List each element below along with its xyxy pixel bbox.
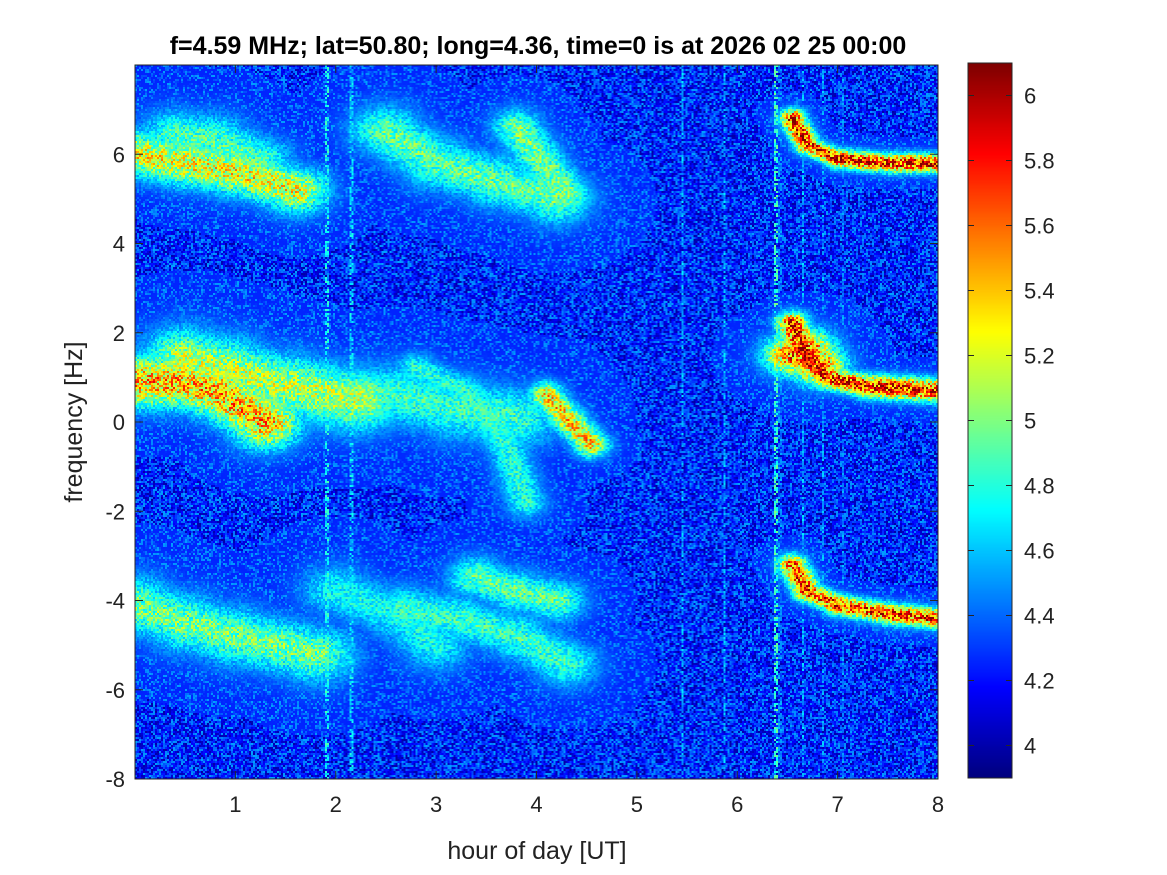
colorbar-tick-label: 5	[1024, 409, 1036, 434]
colorbar-area	[968, 63, 1012, 778]
x-axis-label: hour of day [UT]	[447, 837, 626, 865]
spectrogram-heatmap	[135, 65, 938, 779]
colorbar-tick-label: 5.8	[1024, 149, 1055, 174]
colorbar-tick-label: 4.6	[1024, 539, 1055, 564]
y-tick-label: 2	[113, 321, 125, 346]
colorbar-tick-label: 4	[1024, 734, 1036, 759]
y-tick-label: -2	[105, 499, 125, 524]
chart-title: f=4.59 MHz; lat=50.80; long=4.36, time=0…	[170, 32, 907, 60]
x-tick-label: 3	[430, 792, 442, 817]
y-tick-label: -6	[105, 678, 125, 703]
x-tick-label: 8	[932, 792, 944, 817]
y-tick-label: 6	[113, 142, 125, 167]
x-tick-label: 5	[631, 792, 643, 817]
x-tick-label: 7	[832, 792, 844, 817]
colorbar-tick-label: 5.2	[1024, 344, 1055, 369]
y-tick-label: 4	[113, 232, 125, 257]
x-axis: 1 2 3 4 5 6 7 8	[229, 65, 944, 817]
colorbar	[968, 63, 1012, 778]
y-tick-label: -4	[105, 589, 125, 614]
colorbar-tick-label: 5.6	[1024, 214, 1055, 239]
y-tick-label: 0	[113, 410, 125, 435]
x-tick-label: 4	[530, 792, 542, 817]
x-tick-label: 6	[731, 792, 743, 817]
x-tick-label: 1	[229, 792, 241, 817]
y-axis-label: frequency [Hz]	[60, 341, 88, 502]
y-tick-label: -8	[105, 767, 125, 792]
colorbar-tick-label: 4.8	[1024, 474, 1055, 499]
colorbar-tick-label: 5.4	[1024, 279, 1055, 304]
colorbar-axis: 4 4.2 4.4 4.6 4.8 5 5.2 5.4 5.6 5.8 6	[968, 84, 1055, 759]
plot-area	[135, 65, 938, 779]
x-tick-label: 2	[330, 792, 342, 817]
colorbar-tick-label: 4.4	[1024, 604, 1055, 629]
y-axis: -8 -6 -4 -2 0 2 4 6	[105, 142, 938, 792]
colorbar-tick-label: 4.2	[1024, 669, 1055, 694]
colorbar-tick-label: 6	[1024, 84, 1036, 109]
